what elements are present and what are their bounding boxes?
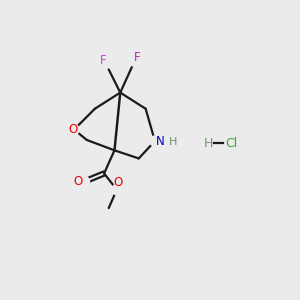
Text: O: O [113,176,123,189]
Text: N: N [156,135,165,148]
Circle shape [69,124,79,135]
Text: O: O [74,175,82,188]
Text: H: H [203,137,213,150]
Circle shape [150,136,160,146]
Text: F: F [134,51,140,64]
Circle shape [112,184,122,195]
Text: H: H [169,136,177,147]
Text: Cl: Cl [225,137,238,150]
Text: O: O [68,123,77,136]
Circle shape [80,176,89,187]
Text: F: F [100,54,107,67]
